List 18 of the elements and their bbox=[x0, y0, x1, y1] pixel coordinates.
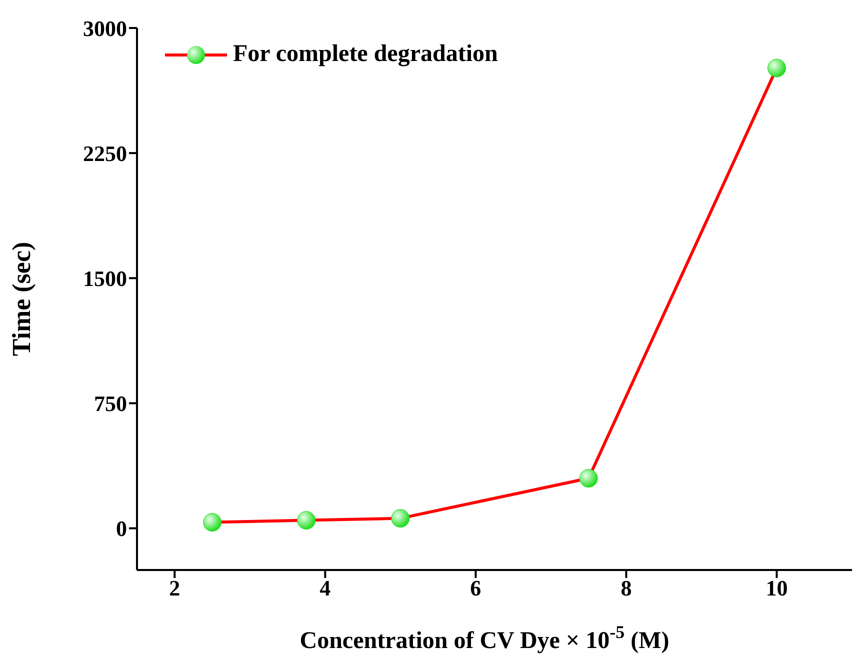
x-tick-label: 4 bbox=[320, 576, 331, 601]
y-tick-label: 3000 bbox=[83, 16, 127, 41]
x-tick-label: 2 bbox=[169, 576, 180, 601]
legend-label: For complete degradation bbox=[233, 41, 498, 68]
point bbox=[391, 509, 410, 528]
y-tick-label: 2250 bbox=[83, 140, 127, 166]
x-axis-title: Concentration of CV Dye × 10$^{-5}$ (M) bbox=[300, 622, 670, 654]
y-tick-label: 0 bbox=[116, 516, 127, 542]
y-tick-label: 750 bbox=[94, 391, 127, 416]
x-tick-label: 8 bbox=[620, 576, 632, 601]
y-axis-title: Time (sec) bbox=[7, 242, 36, 356]
point bbox=[767, 58, 786, 78]
point bbox=[297, 511, 316, 530]
point bbox=[579, 469, 598, 488]
x-tick-label: 6 bbox=[470, 576, 482, 601]
point bbox=[203, 513, 222, 532]
x-tick-label: 10 bbox=[766, 576, 788, 601]
y-tick-label: 1500 bbox=[83, 266, 127, 291]
